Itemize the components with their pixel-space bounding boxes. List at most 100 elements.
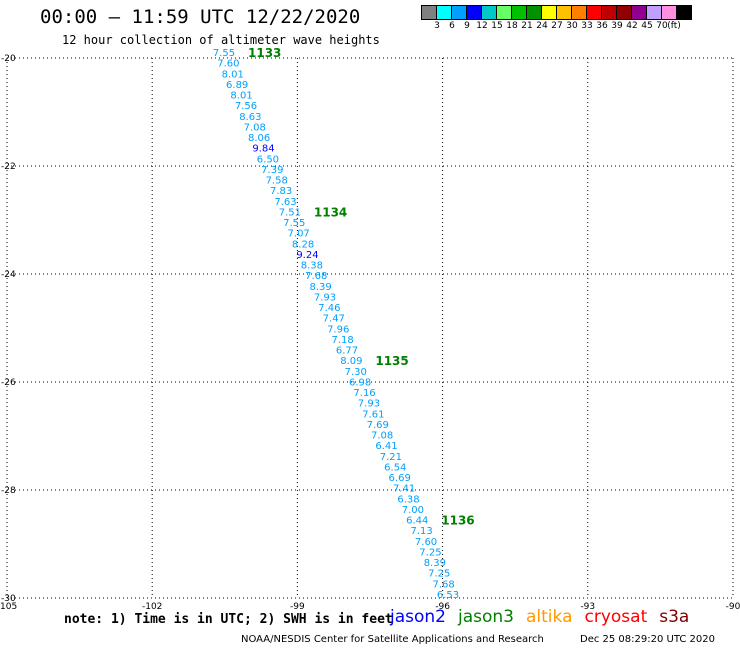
lon-tick-label: -105 bbox=[0, 602, 17, 610]
wave-height-label: 6.53 bbox=[437, 590, 459, 601]
time-label: 1135 bbox=[375, 354, 408, 368]
legend-swatch bbox=[676, 5, 692, 20]
legend-label: 30 bbox=[566, 21, 578, 31]
credit-text: NOAA/NESDIS Center for Satellite Applica… bbox=[241, 634, 544, 645]
satellite-label: altika bbox=[526, 607, 573, 627]
legend-label: 3 bbox=[434, 21, 440, 31]
time-label: 1136 bbox=[441, 514, 474, 528]
wave-height-label: 7.39 bbox=[261, 165, 283, 176]
legend-label: 21 bbox=[521, 21, 533, 31]
wave-height-label: 7.21 bbox=[380, 452, 402, 463]
wave-height-label: 7.25 bbox=[419, 547, 441, 558]
lon-tick-label: -96 bbox=[435, 602, 450, 610]
wave-height-label: 8.28 bbox=[292, 239, 314, 250]
legend-label: 39 bbox=[611, 21, 623, 31]
legend-label: 33 bbox=[581, 21, 593, 31]
wave-height-label: 7.07 bbox=[288, 229, 310, 240]
wave-height-label: 7.60 bbox=[217, 59, 239, 70]
lat-tick-label: -28 bbox=[1, 486, 16, 496]
wave-height-label: 7.55 bbox=[213, 48, 235, 59]
lon-tick-label: -90 bbox=[726, 602, 740, 610]
wave-height-label: 8.09 bbox=[340, 356, 362, 367]
wave-height-label: 7.68 bbox=[305, 271, 327, 282]
lat-tick-label: -26 bbox=[1, 378, 16, 388]
wave-height-label: 7.56 bbox=[235, 101, 257, 112]
wave-height-label: 7.61 bbox=[362, 409, 384, 420]
wave-height-label: 8.38 bbox=[301, 261, 323, 272]
lat-tick-label: -30 bbox=[1, 594, 16, 604]
wave-height-label: 6.69 bbox=[389, 473, 411, 484]
wave-height-label: 7.69 bbox=[367, 420, 389, 431]
wave-height-label: 8.01 bbox=[230, 91, 252, 102]
wave-height-label: 6.98 bbox=[349, 377, 371, 388]
wave-height-label: 7.51 bbox=[279, 207, 301, 218]
wave-height-label: 7.63 bbox=[274, 197, 296, 208]
wave-height-label: 7.16 bbox=[353, 388, 375, 399]
wave-height-label: 7.60 bbox=[415, 537, 437, 548]
legend-label: 12 bbox=[476, 21, 488, 31]
legend-label: 70 bbox=[656, 21, 668, 31]
lon-tick-label: -102 bbox=[142, 602, 162, 610]
time-label: 1134 bbox=[314, 205, 347, 219]
wave-height-label: 6.89 bbox=[226, 80, 248, 91]
legend-label: 42 bbox=[626, 21, 638, 31]
legend-label: 18 bbox=[506, 21, 518, 31]
wave-height-label: 6.44 bbox=[406, 516, 428, 527]
wave-height-label: 7.25 bbox=[428, 569, 450, 580]
legend-label: 45 bbox=[641, 21, 653, 31]
wave-height-label: 6.54 bbox=[384, 462, 406, 473]
wave-height-label: 8.01 bbox=[222, 69, 244, 80]
wave-height-label: 6.50 bbox=[257, 154, 279, 165]
wave-height-label: 7.47 bbox=[323, 314, 345, 325]
wave-height-label: 7.46 bbox=[318, 303, 340, 314]
wave-height-label: 7.93 bbox=[314, 292, 336, 303]
page-title: 00:00 – 11:59 UTC 12/22/2020 bbox=[40, 6, 361, 28]
wave-height-label: 8.39 bbox=[424, 558, 446, 569]
satellite-label: jason3 bbox=[458, 607, 514, 627]
color-legend: 3 6 9 12 15 18 21 24 27 30 33 36 39 42 45 70 (ft) bbox=[421, 5, 740, 32]
satellite-label: cryosat bbox=[584, 607, 648, 627]
wave-height-label: 7.55 bbox=[283, 218, 305, 229]
wave-height-map: -105 -102 -99 -96 -93 -90 -20 -22 -24 -26 -28 -30 7.… bbox=[0, 46, 740, 610]
wave-height-label: 6.38 bbox=[397, 494, 419, 505]
wave-height-label: 7.18 bbox=[331, 335, 353, 346]
wave-height-label: 9.84 bbox=[252, 144, 274, 155]
wave-height-label: 7.41 bbox=[393, 484, 415, 495]
satellite-legend: jason2 jason3 altika cryosat s3a bbox=[390, 607, 701, 627]
wave-height-label: 7.00 bbox=[402, 505, 424, 516]
wave-height-label: 7.08 bbox=[371, 431, 393, 442]
wave-height-label: 7.83 bbox=[270, 186, 292, 197]
lon-tick-label: -93 bbox=[580, 602, 595, 610]
legend-swatches bbox=[421, 5, 740, 20]
legend-label: 6 bbox=[449, 21, 455, 31]
wave-height-label: 7.08 bbox=[244, 122, 266, 133]
legend-label: 36 bbox=[596, 21, 608, 31]
wave-height-label: 8.63 bbox=[239, 112, 261, 123]
footer-note: note: 1) Time is in UTC; 2) SWH is in fe… bbox=[64, 612, 393, 627]
generated-timestamp: Dec 25 08:29:20 UTC 2020 bbox=[580, 634, 715, 645]
time-label: 1133 bbox=[248, 46, 281, 60]
lon-tick-label: -99 bbox=[290, 602, 305, 610]
wave-height-label: 6.77 bbox=[336, 346, 358, 357]
lat-tick-label: -20 bbox=[1, 54, 16, 64]
lat-tick-label: -22 bbox=[1, 162, 16, 172]
wave-height-label: 7.30 bbox=[345, 367, 367, 378]
wave-height-label: 7.58 bbox=[266, 176, 288, 187]
legend-label: 27 bbox=[551, 21, 563, 31]
satellite-label: jason2 bbox=[390, 607, 446, 627]
legend-unit: (ft) bbox=[667, 21, 681, 31]
page-subtitle: 12 hour collection of altimeter wave hei… bbox=[62, 33, 380, 47]
wave-height-label: 7.68 bbox=[432, 579, 454, 590]
wave-height-label: 8.39 bbox=[309, 282, 331, 293]
satellite-label: s3a bbox=[659, 607, 690, 627]
wave-height-label: 9.24 bbox=[296, 250, 318, 261]
wave-height-label: 6.41 bbox=[375, 441, 397, 452]
legend-label: 15 bbox=[491, 21, 503, 31]
lat-tick-label: -24 bbox=[1, 270, 16, 280]
wave-height-label: 7.13 bbox=[411, 526, 433, 537]
legend-labels: 3 6 9 12 15 18 21 24 27 30 33 36 39 42 45 70 (ft) bbox=[421, 20, 740, 32]
wave-height-label: 7.96 bbox=[327, 324, 349, 335]
wave-height-label: 7.93 bbox=[358, 399, 380, 410]
legend-label: 9 bbox=[464, 21, 470, 31]
legend-label: 24 bbox=[536, 21, 548, 31]
